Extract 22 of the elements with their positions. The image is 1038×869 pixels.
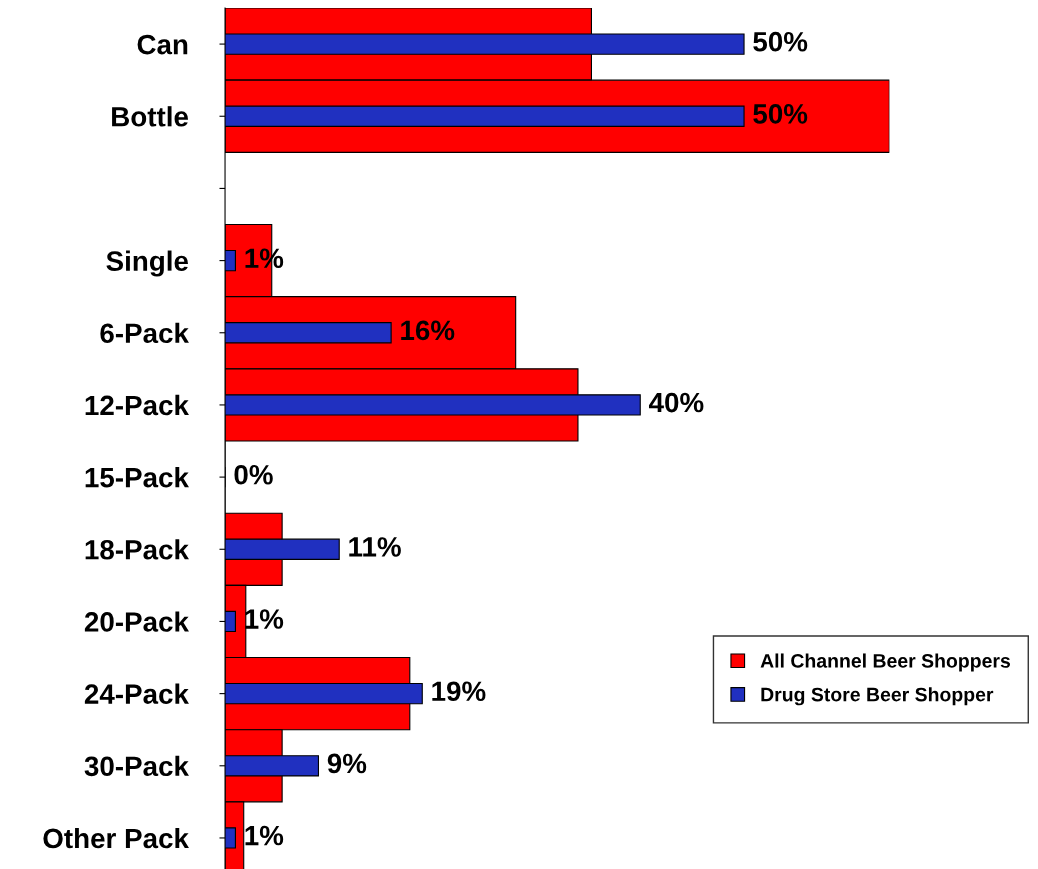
y-tick-label: 24-Pack — [84, 683, 189, 704]
data-label: 19% — [432, 681, 486, 702]
data-label: 9% — [327, 753, 367, 774]
y-tick-label: 18-Pack — [85, 539, 189, 560]
data-label: 50% — [753, 31, 808, 52]
y-tick-label: 30-Pack — [84, 755, 189, 777]
y-tick-label: 20-Pack — [84, 611, 189, 632]
y-tick-label: Can — [137, 34, 188, 55]
data-label: 11% — [349, 537, 401, 557]
y-tick-label: 15-Pack — [85, 467, 189, 488]
data-label: 16% — [401, 320, 455, 341]
y-tick-label: Bottle — [112, 106, 188, 127]
legend-label: All Channel Beer Shoppers — [760, 653, 1010, 672]
y-tick-label: 12-Pack — [85, 394, 189, 416]
y-tick-label: 6-Pack — [100, 322, 189, 344]
data-label: 40% — [648, 392, 704, 413]
y-tick-label: Other Pack — [43, 827, 189, 849]
data-label: 50% — [753, 104, 808, 124]
y-tick-label: Single — [106, 250, 188, 277]
data-label: 0% — [234, 464, 273, 485]
data-label: 1% — [245, 825, 284, 846]
legend-label: Drug Store Beer Shopper — [761, 687, 994, 706]
